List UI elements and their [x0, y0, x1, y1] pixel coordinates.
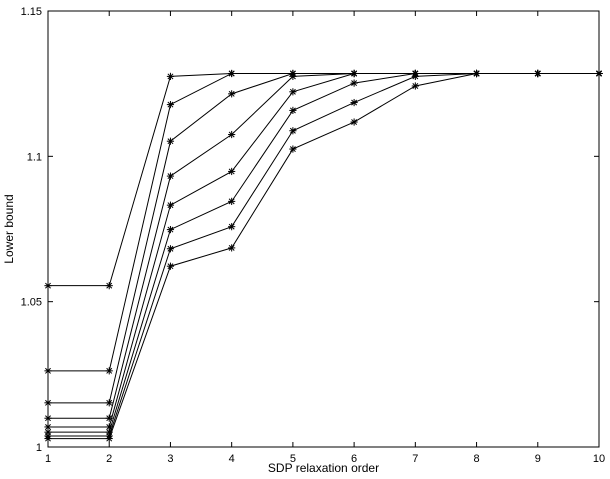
data-point: [44, 414, 52, 422]
data-point: [44, 367, 52, 375]
x-tick-label: 8: [473, 453, 479, 465]
data-point: [411, 72, 419, 80]
y-axis-label: Lower bound: [2, 194, 16, 263]
data-point: [472, 69, 481, 78]
x-tick-label: 3: [167, 453, 173, 465]
x-tick-label: 7: [412, 453, 418, 465]
data-point: [105, 399, 113, 407]
data-point: [350, 69, 358, 78]
data-point: [105, 434, 113, 443]
data-point: [166, 245, 175, 253]
data-point: [228, 130, 236, 139]
y-tick-label: 1.15: [21, 6, 42, 18]
data-point: [595, 69, 603, 78]
data-point: [350, 98, 358, 107]
data-point: [166, 225, 175, 234]
data-point: [228, 90, 236, 98]
data-point: [289, 88, 297, 96]
axis-layer: 1 2 3 4 5 6 7 8 9 10 1 1.05 1.1 1.15: [21, 6, 606, 465]
x-axis-label: SDP relaxation order: [268, 461, 379, 475]
data-point: [289, 145, 297, 153]
x-tick-label: 1: [45, 453, 51, 465]
data-point: [350, 118, 358, 126]
x-tick-label: 2: [106, 453, 112, 465]
data-point: [105, 367, 113, 375]
data-point: [534, 69, 542, 78]
data-point: [411, 82, 419, 90]
data-point: [166, 137, 175, 145]
data-point: [105, 282, 113, 290]
x-tick-label: 9: [535, 453, 541, 465]
data-point: [44, 434, 52, 443]
data-point: [166, 100, 175, 109]
x-tick-label: 6: [351, 453, 357, 465]
data-point: [289, 72, 297, 80]
data-point: [228, 167, 236, 176]
data-point: [44, 399, 52, 407]
series-path: [48, 72, 599, 440]
data-point: [166, 262, 175, 270]
data-point: [228, 223, 236, 231]
data-point: [166, 201, 175, 209]
data-point: [228, 197, 236, 205]
series-layer: [44, 69, 603, 443]
data-point: [166, 72, 175, 80]
data-point: [350, 79, 358, 87]
y-tick-label: 1: [36, 442, 42, 454]
data-point: [228, 244, 236, 252]
data-point: [289, 127, 297, 135]
data-point: [228, 69, 236, 78]
y-tick-label: 1.05: [21, 297, 42, 309]
data-point: [289, 106, 297, 115]
x-tick-label: 5: [290, 453, 296, 465]
x-tick-label: 10: [593, 453, 605, 465]
series-line-8: [44, 69, 603, 443]
data-point: [44, 282, 52, 290]
data-point: [166, 172, 175, 180]
plot-area: [47, 10, 600, 448]
x-tick-label: 4: [229, 453, 235, 465]
y-tick-label: 1.1: [27, 151, 42, 163]
